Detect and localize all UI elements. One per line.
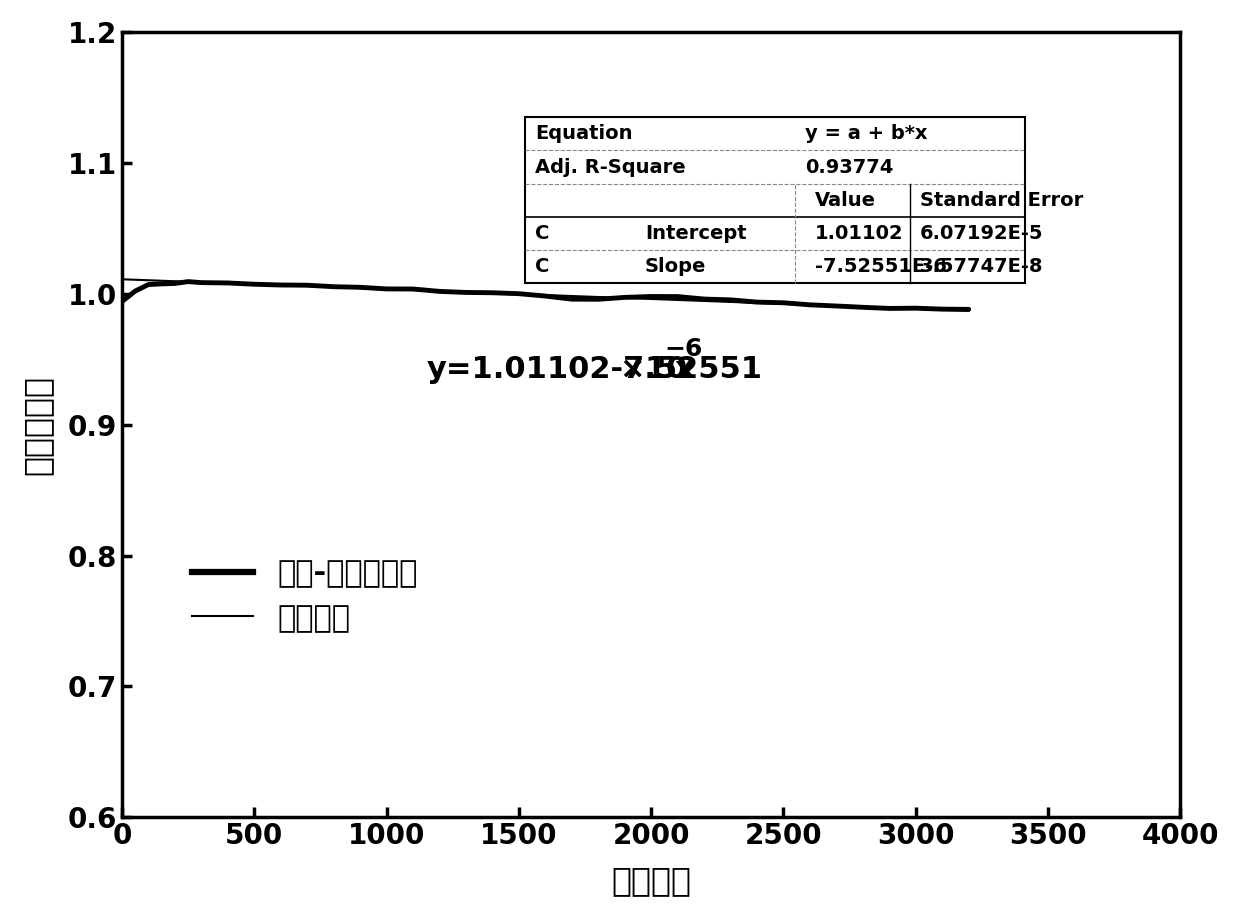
Text: Standard Error: Standard Error (920, 191, 1083, 210)
X-axis label: 循环次数: 循环次数 (611, 864, 691, 897)
Text: x: x (675, 355, 694, 384)
Y-axis label: 容量保持率: 容量保持率 (21, 375, 53, 475)
Text: 0.93774: 0.93774 (805, 158, 893, 176)
Text: $\mathbf{-6}$: $\mathbf{-6}$ (665, 337, 703, 361)
Text: $\mathbf{\times}$10: $\mathbf{\times}$10 (620, 355, 688, 384)
Text: 1.01102: 1.01102 (815, 224, 904, 243)
Legend: 三元-钓酸锂圆柱, 线性拟合: 三元-钓酸锂圆柱, 线性拟合 (180, 547, 430, 645)
Text: Equation: Equation (534, 124, 632, 143)
Text: 6.07192E-5: 6.07192E-5 (920, 224, 1043, 243)
Text: y=1.01102-7.52551: y=1.01102-7.52551 (427, 355, 763, 384)
Text: Value: Value (815, 191, 875, 210)
Text: -7.52551E-6: -7.52551E-6 (815, 257, 946, 276)
Text: Intercept: Intercept (645, 224, 746, 243)
Text: 3.57747E-8: 3.57747E-8 (920, 257, 1043, 276)
Text: y = a + b*x: y = a + b*x (805, 124, 928, 143)
Text: Slope: Slope (645, 257, 707, 276)
Text: C: C (534, 224, 549, 243)
Text: C: C (534, 257, 549, 276)
Text: Adj. R-Square: Adj. R-Square (534, 158, 686, 176)
